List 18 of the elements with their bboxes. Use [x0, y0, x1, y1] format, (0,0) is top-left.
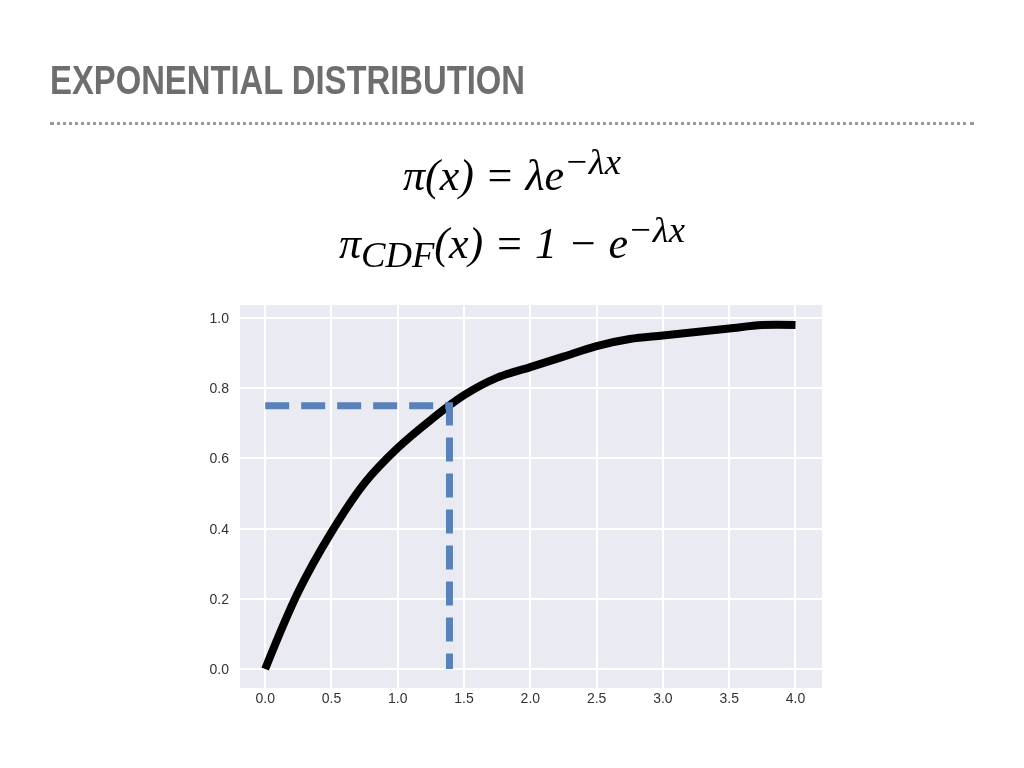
y-tick-label: 1.0: [209, 309, 230, 326]
y-tick-label: 0.4: [209, 520, 230, 537]
y-tick-label: 0.8: [209, 380, 230, 397]
chart-title: EXPONENTIAL DISTRIBUTION: [50, 58, 526, 103]
x-tick-label: 1.0: [388, 690, 408, 706]
x-tick-label: 4.0: [785, 690, 806, 706]
text: π$_{CDF}$(x) = 1 − e$^{−λx}$: [338, 208, 686, 277]
x-tick-label: 0.5: [321, 690, 342, 706]
x-tick-label: 0.0: [255, 690, 276, 706]
x-tick-label: 1.5: [454, 690, 474, 706]
text: π(x) = λe$^{−λx}$: [401, 140, 622, 201]
y-tick-label: 0.6: [209, 450, 230, 467]
y-tick-label: 0.0: [209, 660, 230, 677]
x-tick-label: 3.0: [653, 690, 673, 706]
x-tick-label: 2.5: [586, 690, 607, 706]
y-tick-label: 0.2: [209, 590, 230, 607]
x-tick-label: 2.0: [520, 690, 541, 706]
x-tick-label: 3.5: [719, 690, 740, 706]
